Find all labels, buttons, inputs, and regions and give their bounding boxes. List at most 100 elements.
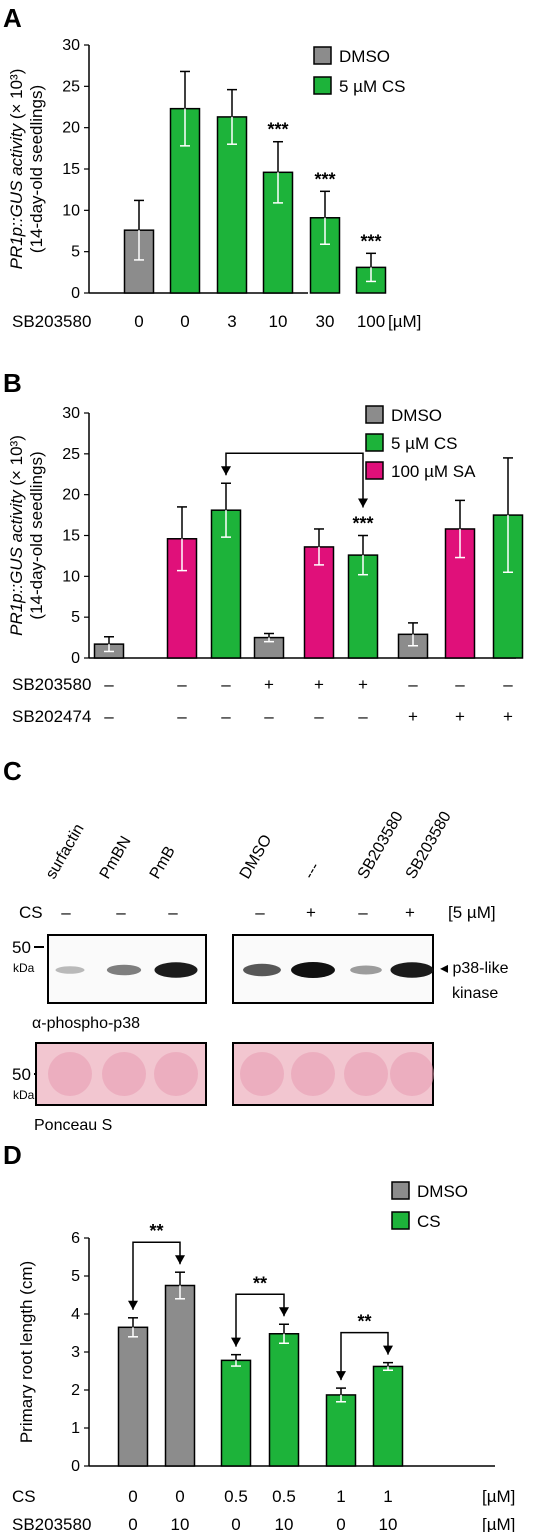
category-label: 10 [171,1515,190,1532]
legend-swatch [313,46,332,65]
category-label: – [408,675,418,694]
significance-label: ** [357,1312,371,1332]
significance-label: ** [149,1221,163,1241]
bands-left [55,962,198,978]
category-label: + [264,675,274,694]
lane-label-pmb: PmB [147,843,179,882]
comparison-bracket [132,1241,181,1310]
ponceau-bands [48,1052,434,1096]
y-tick-label: 0 [71,1458,80,1475]
category-label: 0.5 [224,1487,248,1506]
category-label: + [503,707,513,726]
category-label: 30 [316,312,335,331]
category-label: – [221,707,231,726]
category-label: 1 [336,1487,345,1506]
arrowhead [175,1255,185,1265]
marker-50: 50 [12,1065,31,1084]
lane-label-pmbn: PmBN [97,833,135,882]
y-tick-label: 10 [62,568,80,585]
protein-band [55,966,85,974]
western-blot-panel: surfactin PmBN PmB DMSO --- SB203580 SB2… [12,809,509,1134]
category-label: + [455,707,465,726]
row-label: SB203580 [12,1515,91,1532]
protein-band [243,963,281,977]
y-tick-label: 30 [62,37,80,54]
blot-cs-sign: + [405,903,415,922]
y-tick-label: 1 [71,1420,80,1437]
bar [164,1284,196,1467]
antibody-label: α-phospho-p38 [32,1015,140,1032]
ponceau-band [102,1052,146,1096]
comparison-bracket [225,452,364,508]
category-label: 0.5 [272,1487,296,1506]
y-tick-label: 25 [62,446,80,463]
y-tick-label: 15 [62,528,80,545]
legend-swatch [391,1211,410,1230]
arrowhead [128,1300,138,1310]
legend-label: DMSO [339,47,390,66]
category-label: 100 [357,312,385,331]
y-tick-label: 6 [71,1230,80,1247]
ponceau-band [48,1052,92,1096]
y-tick-label: 30 [62,405,80,422]
category-label: – [177,707,187,726]
arrowhead [336,1371,346,1381]
panel-a-label: A [3,3,22,33]
bands-right [243,962,434,978]
blot-cs-sign: – [255,903,265,922]
legend-swatch [365,461,384,480]
category-label: – [455,675,465,694]
lane-label-none: --- [301,860,324,882]
row-label: SB202474 [12,707,91,726]
significance-label: ** [253,1273,267,1293]
blot-cs-sign: – [61,903,71,922]
panel-c-label: C [3,756,22,786]
category-label: + [358,675,368,694]
category-label: – [264,707,274,726]
chart-d: 0 1 2 3 4 5 6 Primary root length (cm) DMSO CS CS 0… [12,1181,515,1532]
category-label: 0 [128,1515,137,1532]
ponceau-band [291,1052,335,1096]
category-label: 10 [269,312,288,331]
category-label: 0 [180,312,189,331]
row-label: SB203580 [12,312,91,331]
comparison-bracket [235,1293,285,1347]
category-label: 0 [128,1487,137,1506]
lane-label-surfactin: surfactin [43,821,88,882]
category-label: – [177,675,187,694]
y-tick-label: 3 [71,1344,80,1361]
blot-cs-unit: [5 µM] [448,903,496,922]
y-tick-label: 15 [62,161,80,178]
bar [117,1326,149,1467]
marker-50: 50 [12,938,31,957]
row-label: SB203580 [12,675,91,694]
bar [268,1333,300,1467]
row-label: CS [12,1487,36,1506]
ponceau-band [390,1052,434,1096]
lane-label-sb203580-a: SB203580 [355,809,407,882]
category-label: 0 [231,1515,240,1532]
category-label: – [503,675,513,694]
category-label: – [104,675,114,694]
category-label: – [104,707,114,726]
legend-swatch [391,1181,410,1200]
y-tick-label: 20 [62,120,80,137]
y-tick-label: 2 [71,1382,80,1399]
band-label-line1: ◂ p38-like [440,960,509,977]
category-label: – [221,675,231,694]
category-label: 0 [175,1487,184,1506]
category-label: + [408,707,418,726]
category-label: + [314,675,324,694]
arrowhead [279,1307,289,1317]
legend-swatch [313,76,332,95]
y-tick-label: 4 [71,1306,80,1323]
bar [372,1365,404,1467]
category-label: – [358,707,368,726]
legend-label: 100 µM SA [391,462,476,481]
bar [303,546,335,659]
protein-band [291,962,335,978]
row-unit: [µM] [388,312,421,331]
y-tick-label: 5 [71,1268,80,1285]
